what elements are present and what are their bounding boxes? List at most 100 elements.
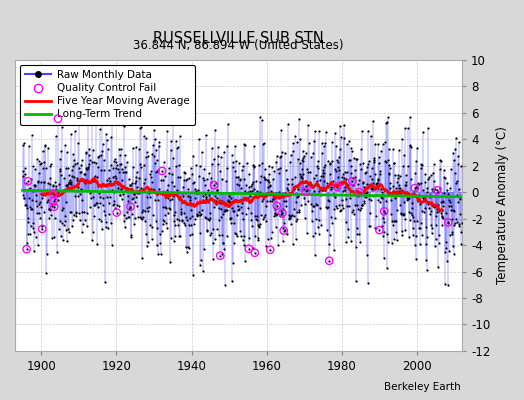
Point	[115, 192, 124, 198]
Point	[126, 182, 134, 188]
Point	[275, 189, 283, 195]
Point	[190, 186, 199, 192]
Point	[119, 169, 127, 175]
Point	[424, 176, 433, 182]
Point	[225, 192, 233, 199]
Point	[347, 170, 355, 176]
Point	[207, 230, 215, 236]
Point	[306, 169, 314, 175]
Point	[284, 187, 292, 194]
Point	[422, 185, 431, 192]
Point	[258, 198, 266, 204]
Point	[352, 202, 361, 208]
Point	[203, 227, 211, 234]
Point	[447, 230, 456, 237]
Point	[160, 218, 169, 224]
Point	[69, 151, 78, 158]
Point	[111, 204, 119, 211]
Point	[391, 195, 399, 202]
Point	[444, 219, 452, 226]
Point	[194, 136, 203, 142]
Point	[145, 190, 153, 196]
Point	[68, 167, 77, 173]
Point	[456, 211, 464, 217]
Point	[321, 140, 330, 146]
Point	[311, 252, 320, 258]
Point	[80, 209, 88, 216]
Point	[60, 218, 69, 224]
Point	[244, 184, 253, 190]
Point	[296, 135, 304, 142]
Point	[67, 180, 75, 187]
Point	[50, 201, 59, 208]
Point	[203, 176, 211, 182]
Point	[401, 216, 409, 222]
Point	[456, 241, 465, 247]
Point	[230, 240, 238, 246]
Point	[283, 181, 292, 188]
Point	[59, 205, 67, 212]
Point	[276, 127, 285, 133]
Point	[135, 146, 144, 153]
Point	[368, 180, 377, 186]
Point	[361, 194, 369, 200]
Point	[169, 218, 178, 224]
Point	[443, 186, 451, 193]
Point	[19, 168, 27, 174]
Point	[359, 178, 367, 185]
Point	[101, 188, 110, 194]
Point	[293, 194, 301, 200]
Point	[325, 258, 333, 264]
Point	[387, 190, 395, 196]
Point	[113, 162, 122, 168]
Point	[350, 191, 358, 198]
Point	[174, 196, 183, 202]
Point	[251, 232, 259, 239]
Point	[48, 202, 56, 209]
Point	[289, 148, 297, 154]
Point	[286, 159, 294, 166]
Point	[335, 154, 343, 160]
Point	[107, 117, 116, 124]
Point	[88, 110, 96, 116]
Point	[77, 162, 85, 168]
Point	[282, 176, 291, 182]
Point	[198, 149, 206, 155]
Point	[241, 187, 249, 194]
Point	[319, 170, 327, 176]
Point	[72, 212, 80, 219]
Point	[114, 181, 123, 188]
Point	[200, 246, 208, 252]
Point	[144, 208, 152, 215]
Point	[56, 218, 64, 224]
Point	[322, 227, 331, 234]
Point	[195, 162, 204, 169]
Point	[81, 164, 90, 171]
Point	[84, 64, 92, 70]
Point	[439, 198, 447, 205]
Point	[115, 203, 123, 210]
Point	[363, 164, 372, 170]
Point	[202, 196, 210, 202]
Point	[367, 164, 376, 171]
Point	[106, 178, 115, 185]
Point	[43, 179, 52, 186]
Point	[314, 128, 323, 134]
Point	[333, 184, 341, 190]
Point	[211, 198, 220, 204]
Point	[178, 217, 187, 223]
Point	[155, 143, 163, 149]
Point	[154, 225, 162, 231]
Point	[180, 177, 189, 184]
Point	[193, 212, 202, 218]
Point	[217, 214, 225, 220]
Point	[311, 128, 319, 134]
Point	[388, 191, 396, 198]
Point	[374, 197, 383, 204]
Point	[143, 194, 151, 200]
Point	[211, 127, 220, 134]
Point	[250, 250, 259, 256]
Point	[412, 233, 421, 239]
Point	[352, 244, 361, 250]
Point	[290, 186, 299, 192]
